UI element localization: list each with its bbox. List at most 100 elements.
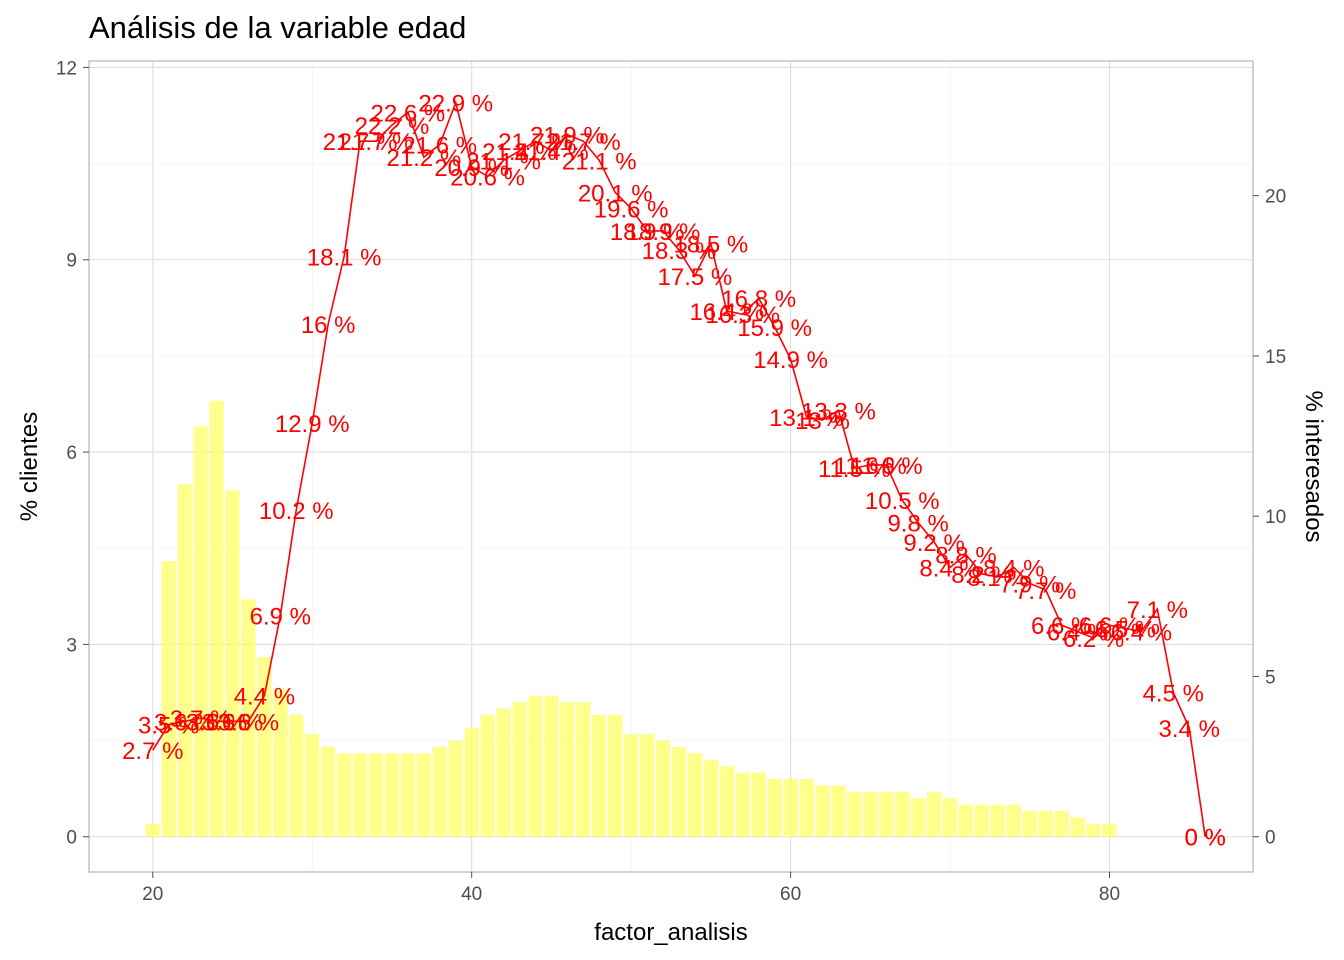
bar <box>465 728 479 837</box>
data-label: 6.9 % <box>250 604 311 631</box>
data-label: 7.1 % <box>1127 597 1188 624</box>
y2-tick-label: 10 <box>1265 507 1286 528</box>
bar <box>927 792 941 837</box>
bar <box>975 805 989 837</box>
bar <box>146 824 160 837</box>
bar <box>496 709 510 837</box>
bar <box>1039 811 1053 837</box>
bar <box>1102 824 1116 837</box>
bar <box>209 401 223 837</box>
bar <box>911 798 925 836</box>
data-label: 10.2 % <box>259 498 334 525</box>
data-label: 16.8 % <box>721 286 796 313</box>
bar <box>720 766 734 837</box>
bar <box>895 792 909 837</box>
y2-axis-title: % interesados <box>1300 390 1327 542</box>
data-labels: 2.7 %3.5 %3.6 %3.7 %3.6 %3.6 %3.6 %4.4 %… <box>122 91 1226 852</box>
data-label: 15.9 % <box>737 315 812 342</box>
bar <box>736 773 750 837</box>
data-label: 18.5 % <box>674 232 749 259</box>
y2-tick-label: 5 <box>1265 667 1276 688</box>
bar <box>991 805 1005 837</box>
bar <box>528 696 542 837</box>
bar <box>321 747 335 837</box>
bar <box>560 702 574 837</box>
bar <box>847 792 861 837</box>
data-label: 21.1 % <box>562 148 637 175</box>
y2-tick-label: 20 <box>1265 187 1286 208</box>
data-label: 14.9 % <box>753 347 828 374</box>
y-tick-label: 12 <box>56 58 77 79</box>
line-path <box>153 103 1205 837</box>
bar <box>640 734 654 837</box>
bar <box>688 753 702 836</box>
bar <box>1070 818 1084 837</box>
bar <box>193 426 207 836</box>
bar <box>512 702 526 837</box>
x-axis-title: factor_analisis <box>594 919 747 946</box>
bar <box>225 491 239 837</box>
y-tick-label: 0 <box>66 828 77 849</box>
x-tick-label: 80 <box>1099 884 1120 905</box>
bar <box>815 785 829 836</box>
bar <box>449 741 463 837</box>
bar <box>353 753 367 836</box>
bar <box>783 779 797 837</box>
data-label: 13.3 % <box>801 398 876 425</box>
bar <box>433 747 447 837</box>
data-label: 11.6 % <box>850 453 923 480</box>
data-label: 12.9 % <box>275 411 350 438</box>
x-tick-label: 40 <box>461 884 482 905</box>
axes: 20 40 60 80 0 3 6 9 12 0 5 10 15 20 <box>56 58 1286 905</box>
bar <box>289 715 303 837</box>
y-tick-label: 3 <box>66 635 77 656</box>
x-tick-label: 20 <box>142 884 163 905</box>
data-label: 16 % <box>301 312 356 339</box>
bar <box>863 792 877 837</box>
bar <box>385 753 399 836</box>
bar <box>401 753 415 836</box>
bar <box>576 702 590 837</box>
bar <box>624 734 638 837</box>
bar <box>799 779 813 837</box>
data-label: 3.4 % <box>1159 716 1220 743</box>
bar <box>767 779 781 837</box>
data-label: 4.4 % <box>234 684 295 711</box>
bar <box>1086 824 1100 837</box>
y-tick-label: 6 <box>66 443 77 464</box>
bar <box>305 734 319 837</box>
x-tick-label: 60 <box>780 884 801 905</box>
y-axis-title: % clientes <box>16 412 43 521</box>
bar <box>831 785 845 836</box>
bar <box>959 805 973 837</box>
bar <box>879 792 893 837</box>
bar <box>162 561 176 837</box>
bar <box>417 753 431 836</box>
data-label: 4.5 % <box>1143 680 1204 707</box>
data-label: 3.6 % <box>218 709 279 736</box>
bar <box>177 484 191 837</box>
data-label: 7.7 % <box>1015 578 1076 605</box>
data-label: 0 % <box>1184 825 1225 852</box>
y2-tick-label: 15 <box>1265 347 1286 368</box>
bar <box>1007 805 1021 837</box>
bar <box>337 753 351 836</box>
bar <box>1023 811 1037 837</box>
data-label: 2.7 % <box>122 738 183 765</box>
bar <box>704 760 718 837</box>
bar <box>544 696 558 837</box>
bar <box>369 753 383 836</box>
data-label: 22.9 % <box>418 91 493 118</box>
bar <box>752 773 766 837</box>
bar <box>480 715 494 837</box>
bar <box>943 798 957 836</box>
data-label: 18.1 % <box>307 245 382 272</box>
bar <box>608 715 622 837</box>
line-series <box>153 103 1205 837</box>
y2-tick-label: 0 <box>1265 828 1276 849</box>
bar <box>656 741 670 837</box>
bar <box>1054 811 1068 837</box>
bar <box>592 715 606 837</box>
bar <box>672 747 686 837</box>
